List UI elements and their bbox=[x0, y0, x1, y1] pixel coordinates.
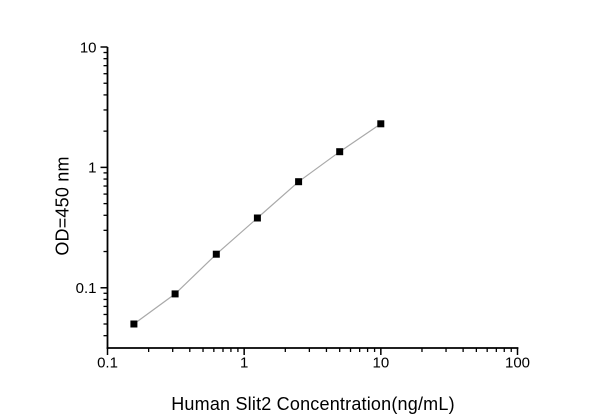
y-tick-label: 10 bbox=[80, 39, 97, 56]
y-tick-label: 0.1 bbox=[76, 280, 97, 297]
y-axis-title: OD=450 nm bbox=[52, 156, 73, 256]
x-axis-title: Human Slit2 Concentration(ng/mL) bbox=[171, 394, 455, 414]
x-tick-label: 0.1 bbox=[97, 354, 118, 371]
y-tick-label: 1 bbox=[88, 160, 96, 177]
x-tick-label: 100 bbox=[505, 354, 530, 371]
curve-line bbox=[133, 123, 382, 325]
x-tick-label: 10 bbox=[372, 354, 389, 371]
data-point-marker bbox=[171, 290, 179, 298]
data-point-marker bbox=[377, 120, 385, 128]
data-point-marker bbox=[336, 148, 344, 156]
data-point-marker bbox=[253, 214, 261, 222]
data-point-marker bbox=[212, 250, 220, 258]
data-point-marker bbox=[295, 178, 303, 186]
data-point-marker bbox=[130, 320, 138, 328]
x-tick-label: 1 bbox=[240, 354, 248, 371]
